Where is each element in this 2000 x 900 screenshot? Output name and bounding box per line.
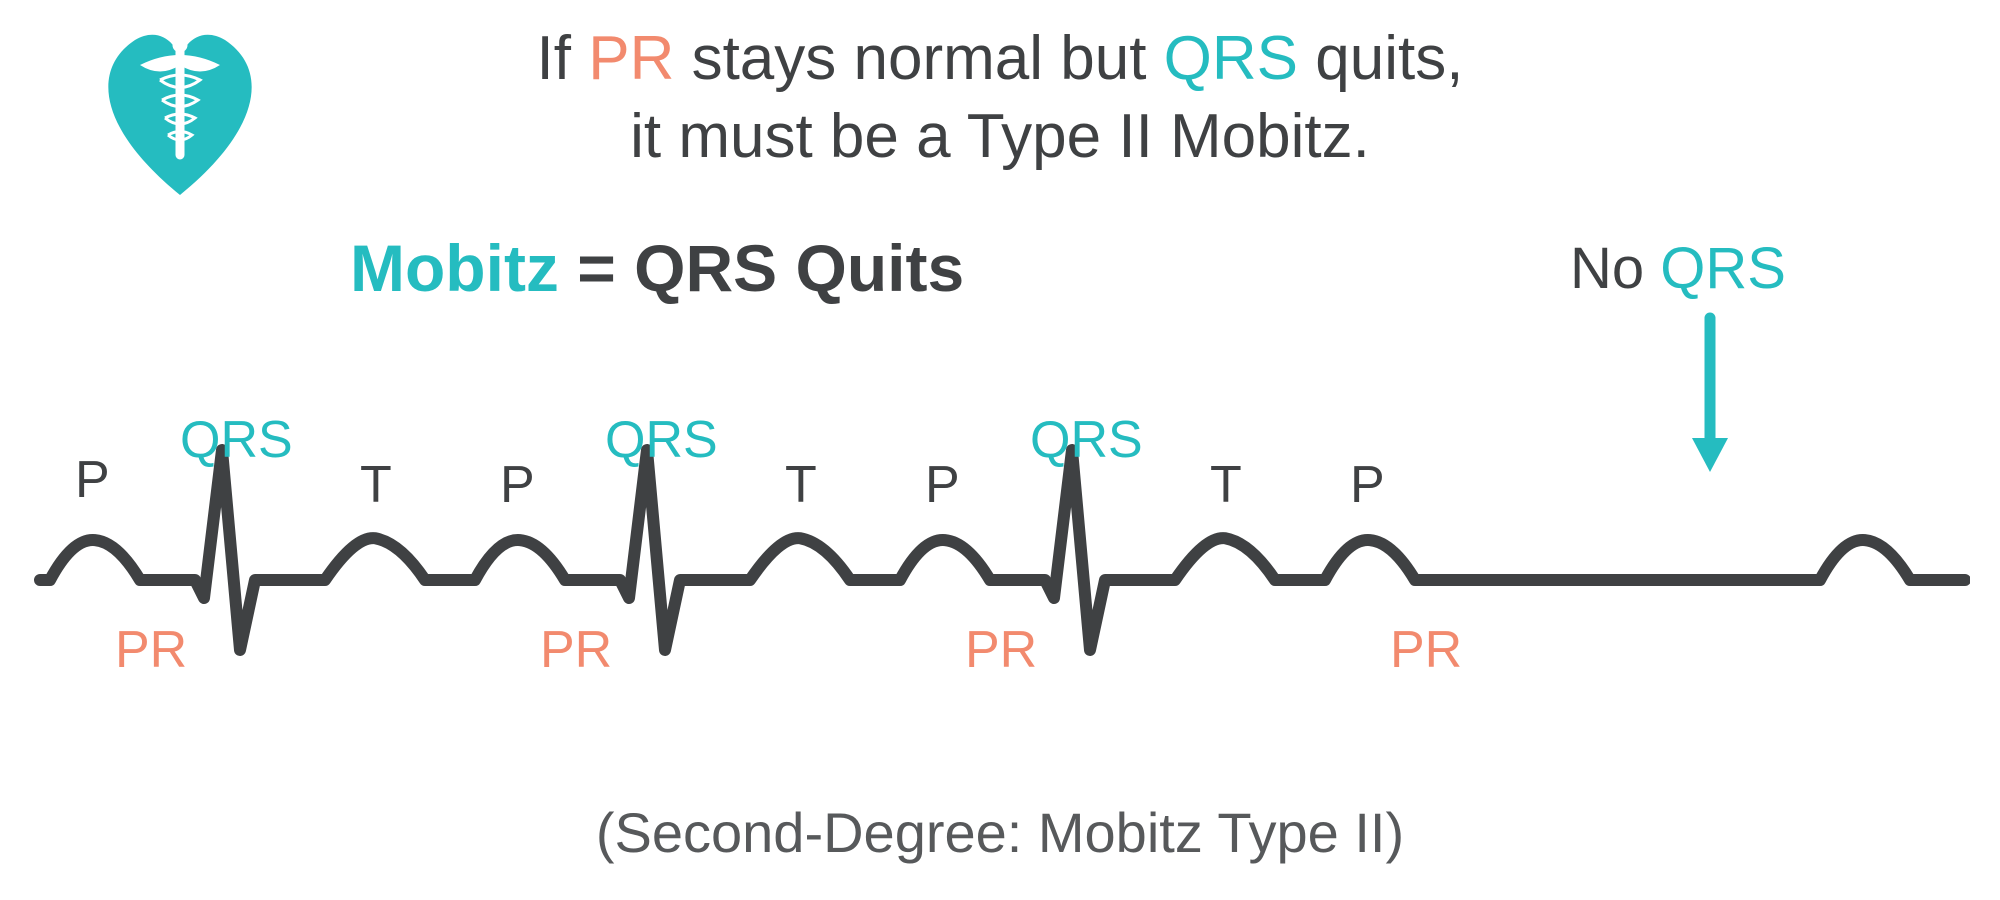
no-qrs-label: No QRS (1570, 235, 1786, 302)
wave-label-pr: PR (965, 620, 1037, 680)
wave-label-qrs: QRS (605, 410, 718, 470)
title-line-2: it must be a Type II Mobitz. (0, 98, 2000, 176)
title-line-1: If PR stays normal but QRS quits, (0, 20, 2000, 98)
wave-label-p: P (75, 450, 110, 510)
wave-label-p: P (1350, 455, 1385, 515)
wave-label-qrs: QRS (1030, 410, 1143, 470)
wave-label-t: T (360, 455, 392, 515)
diagnosis-subtitle: (Second-Degree: Mobitz Type II) (0, 800, 2000, 865)
ecg-diagram: P QRS T PR P QRS T PR P QRS T PR P PR (30, 380, 1970, 700)
wave-label-t: T (1210, 455, 1242, 515)
mnemonic-equation: Mobitz = QRS Quits (350, 230, 964, 306)
wave-label-qrs: QRS (180, 410, 293, 470)
wave-label-pr: PR (115, 620, 187, 680)
wave-label-p: P (925, 455, 960, 515)
wave-label-pr: PR (540, 620, 612, 680)
wave-label-pr: PR (1390, 620, 1462, 680)
wave-label-p: P (500, 455, 535, 515)
wave-label-t: T (785, 455, 817, 515)
title-text: If PR stays normal but QRS quits, it mus… (0, 20, 2000, 175)
